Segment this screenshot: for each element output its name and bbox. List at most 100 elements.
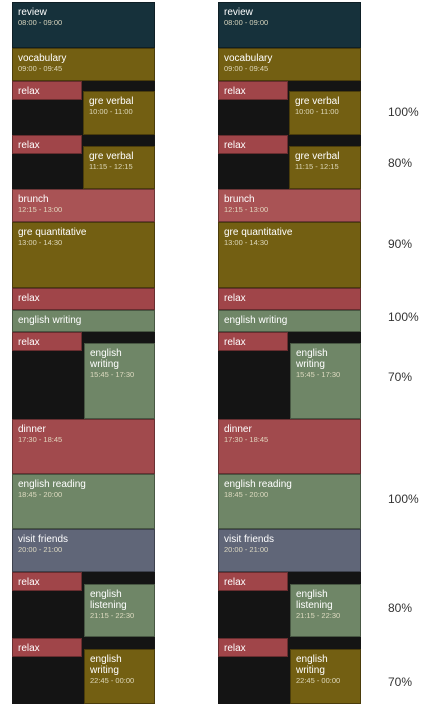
- event-english-writing-bar[interactable]: english writing: [218, 310, 361, 332]
- event-title: english writing: [296, 654, 355, 676]
- completion-percent: 90%: [388, 237, 428, 251]
- event-time: 11:15 - 12:15: [295, 162, 355, 172]
- event-vocabulary[interactable]: vocabulary 09:00 - 09:45: [218, 48, 361, 81]
- event-time: 13:00 - 14:30: [18, 238, 149, 248]
- event-review[interactable]: review 08:00 - 09:00: [12, 2, 155, 48]
- event-time: 17:30 - 18:45: [18, 435, 149, 445]
- event-title: visit friends: [224, 534, 355, 545]
- event-title: dinner: [224, 424, 355, 435]
- event-time: 09:00 - 09:45: [224, 64, 355, 74]
- event-relax[interactable]: relax: [218, 288, 361, 310]
- event-time: 15:45 - 17:30: [296, 370, 355, 380]
- event-title: gre verbal: [89, 151, 149, 162]
- event-title: english writing: [18, 315, 149, 326]
- event-time: 21:15 - 22:30: [296, 611, 355, 621]
- event-visit-friends[interactable]: visit friends 20:00 - 21:00: [12, 529, 155, 572]
- event-relax[interactable]: relax: [12, 288, 155, 310]
- event-relax[interactable]: relax: [218, 572, 288, 591]
- event-relax[interactable]: relax: [12, 332, 82, 351]
- event-english-writing-3[interactable]: english writing 22:45 - 00:00: [290, 649, 361, 704]
- event-relax[interactable]: relax: [218, 638, 288, 657]
- event-gre-verbal-2[interactable]: gre verbal 11:15 - 12:15: [289, 146, 361, 189]
- event-title: english writing: [90, 654, 149, 676]
- event-time: 13:00 - 14:30: [224, 238, 355, 248]
- event-english-listening[interactable]: english listening 21:15 - 22:30: [290, 584, 361, 637]
- event-brunch[interactable]: brunch 12:15 - 13:00: [12, 189, 155, 222]
- event-title: relax: [224, 643, 282, 654]
- event-title: visit friends: [18, 534, 149, 545]
- event-english-reading[interactable]: english reading 18:45 - 20:00: [218, 474, 361, 529]
- event-title: gre verbal: [295, 151, 355, 162]
- event-time: 20:00 - 21:00: [18, 545, 149, 555]
- event-title: relax: [224, 337, 282, 348]
- completion-percent: 70%: [388, 675, 428, 689]
- event-title: relax: [18, 643, 76, 654]
- event-time: 20:00 - 21:00: [224, 545, 355, 555]
- event-english-writing-2[interactable]: english writing 15:45 - 17:30: [84, 343, 155, 419]
- event-title: vocabulary: [18, 53, 149, 64]
- event-review[interactable]: review 08:00 - 09:00: [218, 2, 361, 48]
- event-relax[interactable]: relax: [218, 135, 288, 154]
- event-english-writing-3[interactable]: english writing 22:45 - 00:00: [84, 649, 155, 704]
- event-dinner[interactable]: dinner 17:30 - 18:45: [12, 419, 155, 474]
- event-time: 08:00 - 09:00: [18, 18, 149, 28]
- event-title: relax: [18, 86, 76, 97]
- completion-percent: 100%: [388, 310, 428, 324]
- event-relax[interactable]: relax: [12, 572, 82, 591]
- event-english-writing-bar[interactable]: english writing: [12, 310, 155, 332]
- event-gre-verbal-1[interactable]: gre verbal 10:00 - 11:00: [83, 91, 155, 135]
- event-visit-friends[interactable]: visit friends 20:00 - 21:00: [218, 529, 361, 572]
- event-relax[interactable]: relax: [218, 332, 288, 351]
- event-time: 18:45 - 20:00: [224, 490, 355, 500]
- event-time: 12:15 - 13:00: [224, 205, 355, 215]
- event-time: 10:00 - 11:00: [295, 107, 355, 117]
- event-title: relax: [224, 140, 282, 151]
- event-title: english writing: [296, 348, 355, 370]
- event-title: english writing: [224, 315, 355, 326]
- event-gre-quantitative[interactable]: gre quantitative 13:00 - 14:30: [12, 222, 155, 288]
- completion-percent: 100%: [388, 105, 428, 119]
- event-title: gre quantitative: [224, 227, 355, 238]
- event-gre-verbal-1[interactable]: gre verbal 10:00 - 11:00: [289, 91, 361, 135]
- event-time: 15:45 - 17:30: [90, 370, 149, 380]
- event-time: 22:45 - 00:00: [90, 676, 149, 686]
- event-dinner[interactable]: dinner 17:30 - 18:45: [218, 419, 361, 474]
- event-relax[interactable]: relax: [12, 638, 82, 657]
- event-title: relax: [224, 86, 282, 97]
- event-time: 22:45 - 00:00: [296, 676, 355, 686]
- event-time: 09:00 - 09:45: [18, 64, 149, 74]
- event-gre-quantitative[interactable]: gre quantitative 13:00 - 14:30: [218, 222, 361, 288]
- event-vocabulary[interactable]: vocabulary 09:00 - 09:45: [12, 48, 155, 81]
- event-time: 12:15 - 13:00: [18, 205, 149, 215]
- event-title: gre verbal: [295, 96, 355, 107]
- event-title: gre quantitative: [18, 227, 149, 238]
- event-time: 08:00 - 09:00: [224, 18, 355, 28]
- event-title: brunch: [18, 194, 149, 205]
- event-gre-verbal-2[interactable]: gre verbal 11:15 - 12:15: [83, 146, 155, 189]
- event-title: english reading: [18, 479, 149, 490]
- event-english-reading[interactable]: english reading 18:45 - 20:00: [12, 474, 155, 529]
- schedule-column-right: review 08:00 - 09:00 vocabulary 09:00 - …: [218, 2, 361, 704]
- event-title: relax: [18, 140, 76, 151]
- event-relax[interactable]: relax: [12, 135, 82, 154]
- event-title: dinner: [18, 424, 149, 435]
- event-brunch[interactable]: brunch 12:15 - 13:00: [218, 189, 361, 222]
- event-title: relax: [224, 577, 282, 588]
- completion-percent: 80%: [388, 156, 428, 170]
- event-title: relax: [18, 293, 149, 304]
- event-english-listening[interactable]: english listening 21:15 - 22:30: [84, 584, 155, 637]
- event-title: relax: [224, 293, 355, 304]
- event-english-writing-2[interactable]: english writing 15:45 - 17:30: [290, 343, 361, 419]
- event-title: review: [224, 7, 355, 18]
- event-title: vocabulary: [224, 53, 355, 64]
- event-title: english listening: [90, 589, 149, 611]
- event-title: english listening: [296, 589, 355, 611]
- event-time: 11:15 - 12:15: [89, 162, 149, 172]
- schedule-column-left: review 08:00 - 09:00 vocabulary 09:00 - …: [12, 2, 155, 704]
- event-relax[interactable]: relax: [12, 81, 82, 100]
- completion-percent: 100%: [388, 492, 428, 506]
- event-title: english writing: [90, 348, 149, 370]
- event-relax[interactable]: relax: [218, 81, 288, 100]
- event-title: relax: [18, 577, 76, 588]
- event-title: english reading: [224, 479, 355, 490]
